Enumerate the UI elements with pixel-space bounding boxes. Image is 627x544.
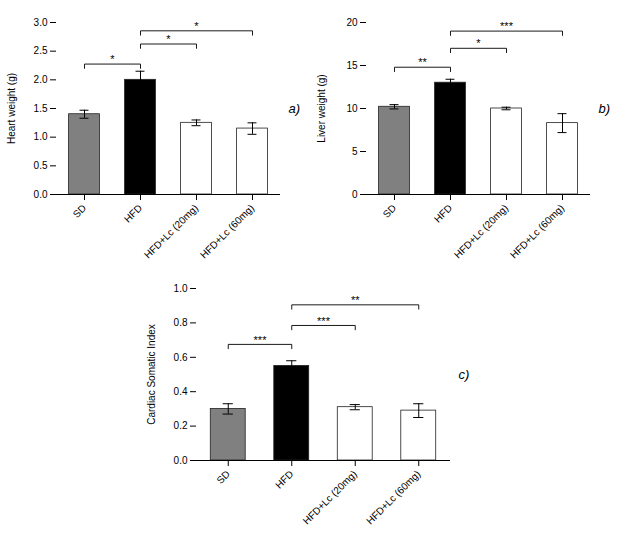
svg-text:2.5: 2.5	[33, 45, 47, 56]
svg-text:HFD+Lc (20mg): HFD+Lc (20mg)	[300, 468, 358, 526]
svg-text:a): a)	[288, 101, 300, 116]
svg-text:0.0: 0.0	[173, 455, 187, 466]
svg-text:***: ***	[253, 334, 267, 346]
svg-text:Liver weight (g): Liver weight (g)	[315, 74, 326, 142]
svg-text:15: 15	[346, 60, 358, 71]
svg-text:10: 10	[346, 103, 358, 114]
svg-text:0.4: 0.4	[173, 386, 187, 397]
svg-text:***: ***	[317, 315, 331, 327]
svg-text:HFD+Lc (60mg): HFD+Lc (60mg)	[364, 468, 422, 526]
svg-text:1.5: 1.5	[33, 103, 47, 114]
svg-text:Heart weight (g): Heart weight (g)	[5, 73, 16, 144]
svg-text:5: 5	[351, 146, 357, 157]
svg-text:3.0: 3.0	[33, 17, 47, 28]
svg-text:0.2: 0.2	[173, 420, 187, 431]
svg-text:SD: SD	[70, 202, 88, 220]
svg-text:*: *	[110, 53, 115, 65]
svg-text:b): b)	[598, 101, 610, 116]
svg-text:***: ***	[500, 20, 514, 32]
svg-text:HFD: HFD	[431, 202, 453, 224]
svg-text:HFD+Lc (20mg): HFD+Lc (20mg)	[451, 202, 509, 260]
svg-text:c): c)	[458, 367, 469, 382]
svg-text:*: *	[194, 20, 199, 32]
svg-text:2.0: 2.0	[33, 74, 47, 85]
svg-text:**: **	[418, 56, 427, 68]
svg-text:SD: SD	[380, 202, 398, 220]
svg-text:1.0: 1.0	[173, 283, 187, 294]
svg-text:20: 20	[346, 17, 358, 28]
svg-text:*: *	[476, 37, 481, 49]
svg-text:HFD+Lc (20mg): HFD+Lc (20mg)	[141, 202, 199, 260]
svg-text:1.0: 1.0	[33, 131, 47, 142]
svg-text:*: *	[166, 33, 171, 45]
svg-text:0.8: 0.8	[173, 317, 187, 328]
svg-text:0.6: 0.6	[173, 352, 187, 363]
svg-text:HFD: HFD	[121, 202, 143, 224]
svg-text:SD: SD	[214, 468, 232, 486]
svg-text:0: 0	[351, 189, 357, 200]
svg-text:Cardiac Somatic Index: Cardiac Somatic Index	[145, 324, 156, 425]
svg-text:**: **	[350, 294, 359, 306]
svg-text:HFD+Lc (60mg): HFD+Lc (60mg)	[507, 202, 565, 260]
svg-text:0.5: 0.5	[33, 160, 47, 171]
svg-text:0.0: 0.0	[33, 189, 47, 200]
svg-text:HFD: HFD	[273, 468, 295, 490]
svg-text:HFD+Lc (60mg): HFD+Lc (60mg)	[197, 202, 255, 260]
